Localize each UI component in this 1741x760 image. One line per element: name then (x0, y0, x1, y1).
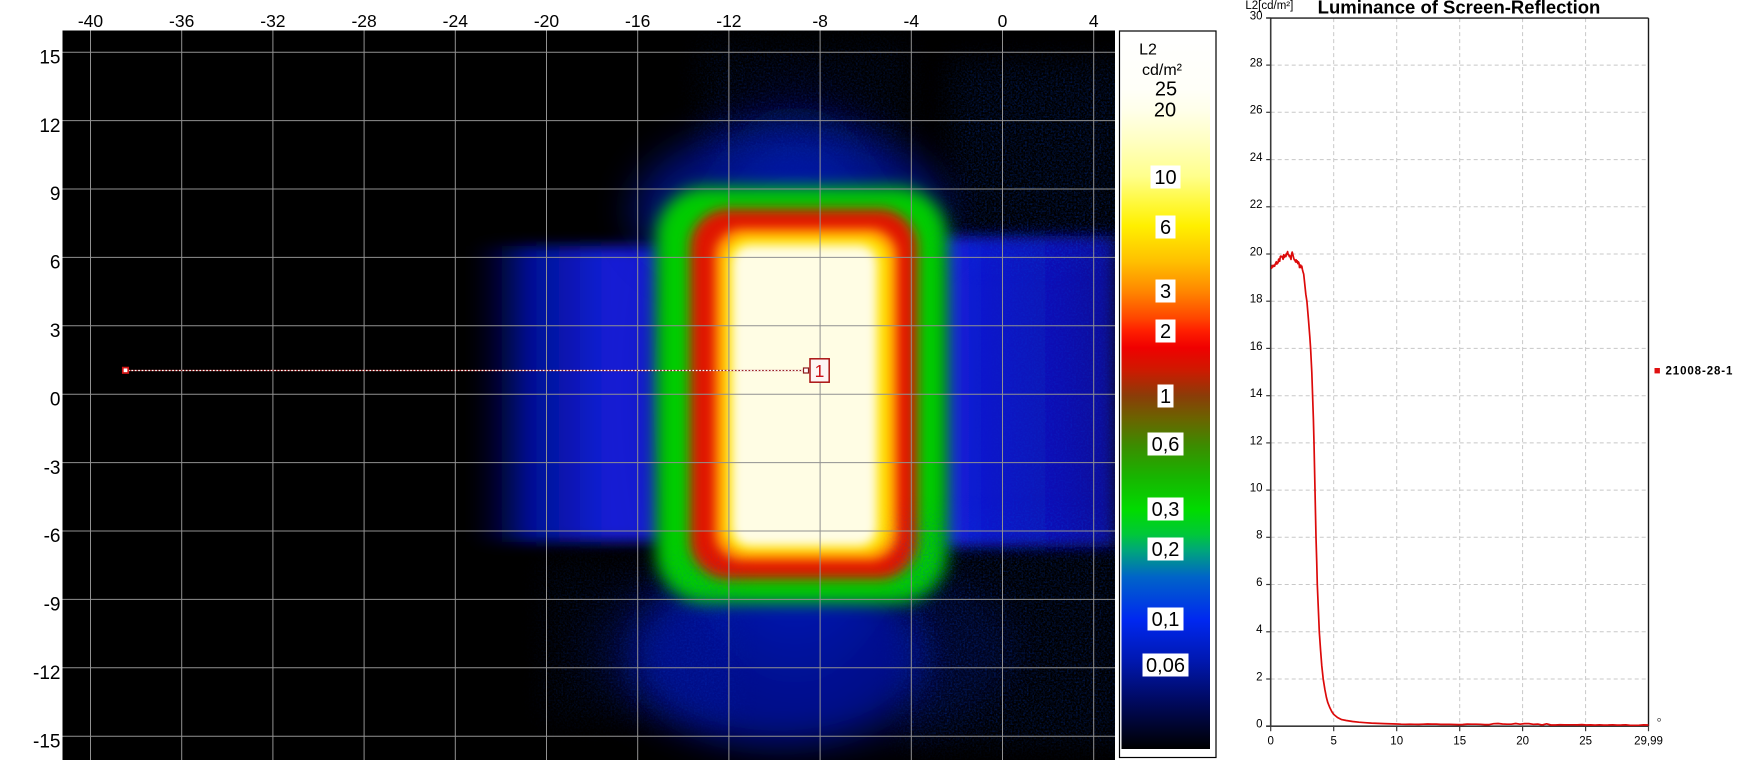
svg-text:-12: -12 (716, 11, 741, 31)
svg-text:16: 16 (1250, 341, 1263, 353)
svg-text:4: 4 (1256, 624, 1263, 636)
svg-text:3: 3 (1160, 281, 1171, 303)
svg-text:6: 6 (1160, 217, 1171, 239)
svg-text:12: 12 (39, 116, 60, 137)
svg-text:15: 15 (39, 47, 60, 68)
svg-text:18: 18 (1250, 294, 1263, 306)
svg-text:10: 10 (1390, 736, 1403, 748)
svg-text:4: 4 (1089, 11, 1099, 31)
svg-text:0: 0 (50, 389, 61, 410)
svg-text:L2[cd/m²]: L2[cd/m²] (1245, 0, 1293, 12)
svg-text:22: 22 (1250, 199, 1263, 211)
svg-text:1: 1 (815, 361, 825, 381)
svg-text:-8: -8 (812, 11, 828, 31)
svg-text:26: 26 (1250, 105, 1263, 117)
svg-text:8: 8 (1256, 530, 1262, 542)
svg-text:-24: -24 (443, 11, 469, 31)
svg-text:Luminance of Screen-Reflection: Luminance of Screen-Reflection (1318, 0, 1601, 18)
svg-text:-4: -4 (904, 11, 920, 31)
svg-text:L2: L2 (1139, 42, 1157, 59)
svg-text:9: 9 (50, 184, 61, 205)
svg-text:0: 0 (1256, 719, 1262, 731)
svg-text:14: 14 (1250, 388, 1263, 400)
svg-text:24: 24 (1250, 152, 1263, 164)
svg-text:0: 0 (1267, 736, 1273, 748)
svg-text:-40: -40 (78, 11, 104, 31)
svg-text:0,06: 0,06 (1146, 655, 1185, 677)
svg-text:-32: -32 (260, 11, 285, 31)
svg-text:29,99: 29,99 (1634, 736, 1663, 748)
svg-text:5: 5 (1330, 736, 1336, 748)
svg-text:-15: -15 (33, 731, 60, 752)
svg-text:25: 25 (1579, 736, 1592, 748)
svg-text:20: 20 (1154, 100, 1176, 122)
svg-text:1: 1 (1160, 386, 1171, 408)
svg-text:10: 10 (1250, 483, 1263, 495)
svg-text:-9: -9 (44, 595, 61, 616)
svg-text:21008-28-1: 21008-28-1 (1666, 366, 1734, 378)
svg-text:6: 6 (1256, 577, 1262, 589)
svg-text:0: 0 (998, 11, 1008, 31)
svg-text:20: 20 (1250, 246, 1263, 258)
svg-text:28: 28 (1250, 58, 1263, 70)
svg-text:2: 2 (1160, 321, 1171, 343)
svg-text:15: 15 (1453, 736, 1466, 748)
svg-text:0,3: 0,3 (1152, 499, 1180, 521)
svg-text:3: 3 (50, 321, 61, 342)
svg-text:-3: -3 (44, 458, 61, 479)
svg-text:25: 25 (1155, 79, 1177, 101)
svg-text:0,1: 0,1 (1152, 609, 1180, 631)
svg-text:10: 10 (1154, 167, 1176, 189)
svg-text:6: 6 (50, 253, 61, 274)
svg-text:30: 30 (1250, 10, 1263, 22)
svg-text:20: 20 (1516, 736, 1529, 748)
svg-text:0,6: 0,6 (1152, 434, 1180, 456)
svg-text:cd/m²: cd/m² (1142, 62, 1183, 79)
svg-text:-20: -20 (534, 11, 560, 31)
svg-text:2: 2 (1256, 671, 1262, 683)
svg-text:°: ° (1657, 715, 1662, 730)
svg-text:-12: -12 (33, 663, 60, 684)
svg-text:0,2: 0,2 (1152, 539, 1180, 561)
svg-text:-36: -36 (169, 11, 194, 31)
svg-text:-6: -6 (44, 526, 61, 547)
svg-text:-16: -16 (625, 11, 650, 31)
svg-text:-28: -28 (351, 11, 376, 31)
svg-text:12: 12 (1250, 435, 1263, 447)
